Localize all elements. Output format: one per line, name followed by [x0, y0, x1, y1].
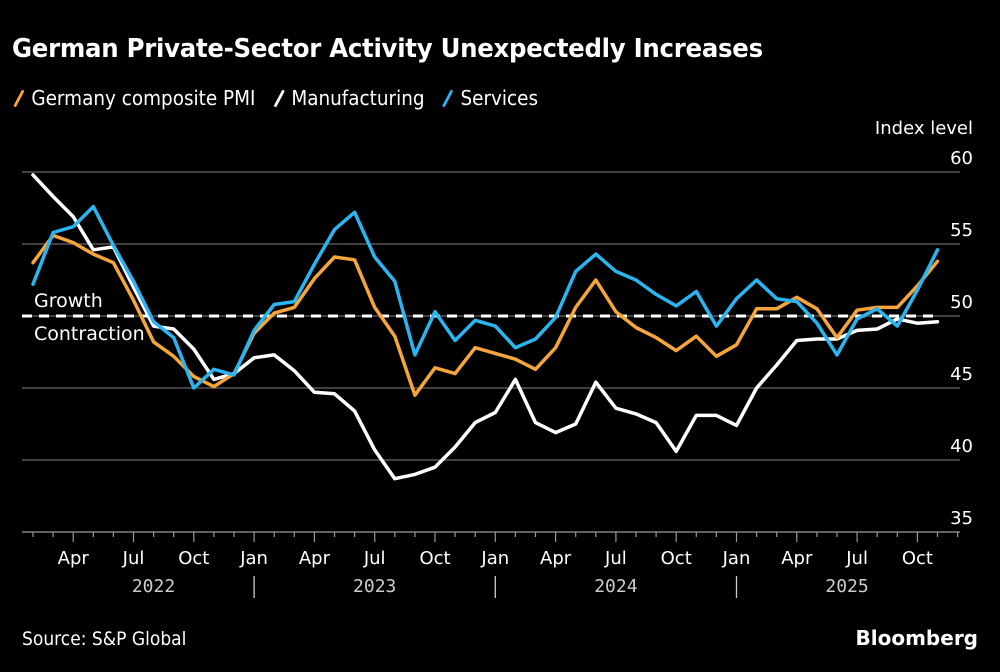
x-tick-label: Apr — [781, 548, 813, 569]
x-tick-label: Oct — [661, 548, 692, 569]
legend-label-composite: Germany composite PMI — [31, 86, 256, 110]
y-tick-label-50: 50 — [950, 292, 973, 313]
x-axis: Apr Jul Oct Jan Apr Jul Oct Jan Apr Jul Oct Jan Apr J… — [22, 531, 960, 598]
series-lines — [31, 173, 940, 481]
x-tick-label: Oct — [178, 548, 209, 569]
x-tick-label: Jul — [122, 548, 145, 569]
legend-item-services: Services — [441, 86, 538, 110]
legend-label-services: Services — [460, 86, 539, 110]
y-tick-label-35: 35 — [950, 508, 973, 529]
y-tick-label-40: 40 — [950, 436, 973, 457]
y-tick-label-60: 60 — [950, 148, 973, 169]
legend: Germany composite PMI Manufacturing Serv… — [12, 86, 555, 110]
legend-label-manufacturing: Manufacturing — [291, 86, 425, 110]
x-tick-label: Jul — [604, 548, 627, 569]
year-label-2022: 2022 — [132, 576, 175, 597]
contraction-annotation: Contraction — [34, 323, 145, 345]
x-tick-label: Oct — [419, 548, 450, 569]
year-label-2025: 2025 — [825, 576, 868, 597]
x-tick-label: Apr — [299, 548, 331, 569]
y-tick-label-45: 45 — [950, 364, 973, 385]
year-label-2023: 2023 — [353, 576, 396, 597]
chart-title: German Private-Sector Activity Unexpecte… — [12, 34, 763, 64]
grid-lines — [22, 171, 960, 461]
year-label-2024: 2024 — [594, 576, 637, 597]
x-tick-label: Apr — [540, 548, 572, 569]
bloomberg-logo: Bloomberg — [855, 626, 978, 650]
growth-annotation: Growth — [34, 290, 103, 312]
series-line-services — [31, 204, 940, 390]
legend-item-composite: Germany composite PMI — [12, 86, 255, 110]
series-line-manufacturing — [31, 173, 940, 481]
source-note: Source: S&P Global — [22, 628, 187, 650]
x-tick-label: Jul — [363, 548, 386, 569]
x-tick-label: Oct — [902, 548, 933, 569]
x-tick-label: Jan — [722, 548, 751, 569]
x-tick-label: Jan — [239, 548, 268, 569]
x-tick-label: Jul — [845, 548, 868, 569]
y-axis-label: Index level — [875, 118, 973, 139]
x-tick-label: Apr — [58, 548, 90, 569]
legend-item-manufacturing: Manufacturing — [272, 86, 425, 110]
x-tick-label: Jan — [480, 548, 509, 569]
y-tick-label-55: 55 — [950, 220, 973, 241]
reference-line: Growth Contraction — [22, 290, 940, 345]
y-axis-ticks: 35 40 45 50 55 60 — [950, 148, 973, 529]
